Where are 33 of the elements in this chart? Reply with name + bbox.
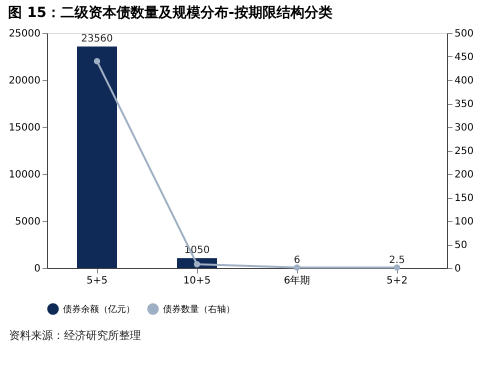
legend-label: 债券余额（亿元） bbox=[63, 304, 135, 315]
data-label: 2.5 bbox=[389, 254, 405, 266]
y-tick-label: 10000 bbox=[8, 170, 40, 180]
data-label: 1050 bbox=[184, 245, 210, 256]
point bbox=[94, 58, 100, 64]
point bbox=[394, 264, 400, 271]
y2-tick-label: 200 bbox=[454, 170, 474, 180]
point bbox=[294, 264, 300, 271]
y-tick-label: 15000 bbox=[8, 122, 40, 134]
y2-tick-label: 300 bbox=[454, 122, 474, 134]
y-tick-label: 5000 bbox=[15, 216, 40, 228]
x-tick-label: 10+5 bbox=[183, 276, 211, 286]
y-tick-label: 25000 bbox=[8, 28, 40, 40]
y2-tick-label: 100 bbox=[454, 216, 474, 228]
y2-tick-label: 50 bbox=[454, 240, 468, 251]
y2-tick-label: 350 bbox=[454, 99, 474, 110]
x-tick-label: 6年期 bbox=[284, 274, 310, 286]
x-tick-label: 5+2 bbox=[386, 276, 408, 286]
data-label: 23560 bbox=[81, 34, 113, 45]
y-tick-label: 0 bbox=[34, 264, 40, 274]
data-label: 6 bbox=[294, 254, 300, 266]
legend-label: 债券数量（右轴） bbox=[163, 304, 235, 315]
x-tick-label: 5+5 bbox=[86, 276, 108, 286]
y2-tick-label: 500 bbox=[454, 28, 474, 40]
y2-tick-label: 0 bbox=[454, 264, 461, 274]
point bbox=[194, 261, 200, 268]
chart-title: 图 15：二级资本债数量及规模分布-按期限结构分类 bbox=[8, 5, 332, 21]
text: 资料来源：经济研究所整理 bbox=[9, 329, 141, 342]
y-tick-label: 20000 bbox=[8, 76, 40, 86]
y2-tick-label: 450 bbox=[454, 52, 474, 63]
y2-tick-label: 400 bbox=[454, 76, 474, 86]
y2-tick-label: 150 bbox=[454, 193, 474, 204]
y2-tick-label: 250 bbox=[454, 146, 474, 157]
